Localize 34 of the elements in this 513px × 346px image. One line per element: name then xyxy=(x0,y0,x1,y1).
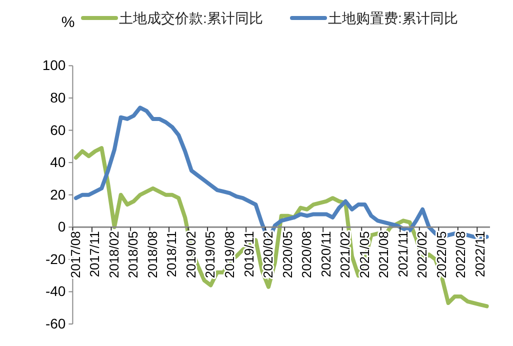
y-tick-label: 60 xyxy=(50,122,66,138)
x-tick-label: 2017/08 xyxy=(68,231,83,278)
x-tick-label: 2019/02 xyxy=(183,231,198,278)
x-tick-label: 2019/11 xyxy=(241,231,256,278)
legend-label: 土地成交价款:累计同比 xyxy=(119,10,263,26)
y-tick-label: 100 xyxy=(42,57,66,74)
x-tick-label: 2022/02 xyxy=(414,231,430,278)
y-tick-label: -20 xyxy=(45,250,66,267)
x-tick-label: 2022/11 xyxy=(472,231,488,278)
x-tick-label: 2020/05 xyxy=(280,231,295,278)
x-tick-label: 2018/02 xyxy=(106,231,122,278)
y-axis-title: % xyxy=(61,14,75,31)
x-tick-label: 2021/08 xyxy=(376,231,392,278)
legend-label: 土地购置费:累计同比 xyxy=(328,10,458,26)
y-tick-label: 0 xyxy=(58,218,66,235)
y-tick-label: 40 xyxy=(50,154,66,170)
x-tick-label: 2022/05 xyxy=(434,231,449,278)
x-tick-label: 2018/11 xyxy=(164,231,180,278)
y-tick-label: 20 xyxy=(50,186,66,202)
x-tick-label: 2019/08 xyxy=(222,231,237,278)
x-tick-label: 2019/05 xyxy=(202,231,218,278)
x-tick-label: 2020/11 xyxy=(318,231,334,278)
x-tick-label: 2022/08 xyxy=(453,231,468,278)
x-tick-label: 2021/11 xyxy=(395,231,410,278)
x-tick-label: 2021/02 xyxy=(338,231,353,278)
x-tick-label: 2020/02 xyxy=(260,231,276,278)
x-tick-label: 2017/11 xyxy=(87,231,102,278)
y-tick-label: 80 xyxy=(50,89,66,106)
x-tick-label: 2020/08 xyxy=(299,231,314,278)
x-tick-label: 2018/05 xyxy=(126,231,141,278)
x-tick-label: 2021/05 xyxy=(356,231,372,278)
y-tick-label: -60 xyxy=(45,315,66,332)
x-tick-label: 2018/08 xyxy=(144,231,160,278)
y-tick-label: -40 xyxy=(45,283,66,300)
